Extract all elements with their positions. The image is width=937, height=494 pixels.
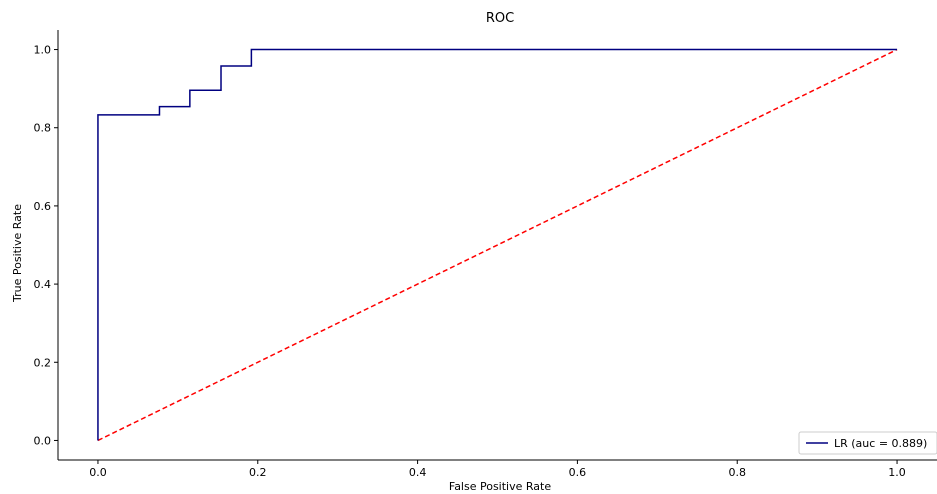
y-tick-label: 0.6	[34, 200, 52, 213]
series-layer	[97, 48, 898, 442]
roc-curve-line	[97, 48, 898, 441]
reference-diagonal-line	[97, 48, 898, 442]
legend-label: LR (auc = 0.889)	[834, 437, 927, 450]
y-tick-label: 0.2	[34, 356, 52, 369]
x-tick-label: 0.2	[249, 466, 267, 479]
x-axis-ticks: 0.0 0.2 0.4 0.6 0.8 1.0	[89, 460, 906, 479]
y-tick-label: 0.4	[34, 278, 52, 291]
chart-title: ROC	[486, 11, 514, 26]
legend: LR (auc = 0.889)	[798, 431, 937, 455]
y-tick-label: 0.8	[34, 122, 52, 135]
y-tick-label: 0.0	[34, 434, 52, 447]
axes	[57, 30, 937, 461]
y-tick-label: 1.0	[34, 44, 52, 57]
x-tick-label: 0.6	[569, 466, 587, 479]
y-axis-ticks: 0.0 0.2 0.4 0.6 0.8 1.0	[34, 44, 58, 447]
y-axis-label: True Positive Rate	[11, 204, 24, 303]
x-tick-label: 0.4	[409, 466, 427, 479]
legend-box	[798, 431, 937, 455]
x-tick-label: 1.0	[888, 466, 906, 479]
x-axis-label: False Positive Rate	[449, 480, 551, 493]
x-tick-label: 0.0	[89, 466, 107, 479]
x-tick-label: 0.8	[728, 466, 746, 479]
